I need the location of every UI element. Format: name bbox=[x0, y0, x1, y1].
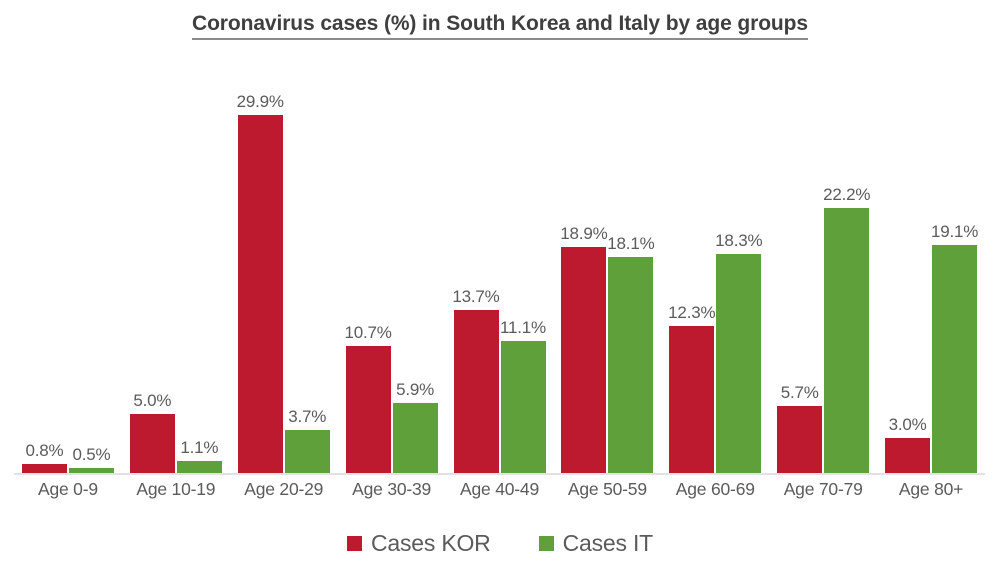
bar-value-label: 12.3% bbox=[668, 303, 716, 323]
bar-rect[interactable] bbox=[500, 340, 546, 474]
chart-legend: Cases KOR Cases IT bbox=[0, 530, 1000, 557]
category-label: Age 40-49 bbox=[460, 479, 539, 499]
legend-label: Cases KOR bbox=[370, 530, 491, 556]
bar-it[interactable]: 3.7% bbox=[284, 60, 330, 474]
bar-group: 5.0% 1.1% bbox=[122, 60, 230, 474]
legend-label: Cases IT bbox=[562, 530, 654, 556]
bar-group: 10.7% 5.9% bbox=[338, 60, 446, 474]
legend-swatch-icon bbox=[538, 536, 554, 551]
chart-title-text: Coronavirus cases (%) in South Korea and… bbox=[192, 12, 808, 40]
bar-value-label: 1.1% bbox=[180, 437, 219, 457]
bar-rect[interactable] bbox=[561, 247, 607, 474]
bar-rect[interactable] bbox=[392, 403, 438, 474]
bar-value-label: 5.0% bbox=[133, 391, 172, 410]
bar-group: 12.3% 18.3% bbox=[661, 60, 769, 474]
bar-group: 13.7% 11.1% bbox=[446, 60, 554, 474]
bar-value-label: 19.1% bbox=[930, 221, 979, 241]
category-label: Age 10-19 bbox=[136, 479, 216, 499]
bar-value-label: 10.7% bbox=[344, 322, 392, 342]
bar-kor[interactable]: 12.3% bbox=[668, 60, 716, 474]
bar-value-label: 18.9% bbox=[560, 224, 608, 244]
bar-it[interactable]: 5.9% bbox=[392, 60, 438, 474]
bar-rect[interactable] bbox=[21, 464, 67, 474]
bar-value-label: 0.5% bbox=[72, 445, 111, 464]
bar-kor[interactable]: 0.8% bbox=[21, 60, 67, 474]
category-label: Age 80+ bbox=[898, 479, 964, 499]
bar-rect[interactable] bbox=[885, 438, 931, 474]
bar-it[interactable]: 22.2% bbox=[823, 60, 871, 474]
category-label: Age 20-29 bbox=[244, 479, 324, 499]
bar-rect[interactable] bbox=[284, 429, 330, 474]
category-axis: Age 0-9 Age 10-19 Age 20-29 Age 30-39 Age 40… bbox=[14, 479, 985, 500]
bar-rect[interactable] bbox=[824, 207, 870, 474]
bar-rect[interactable] bbox=[777, 405, 823, 474]
bar-group: 0.8% 0.5% bbox=[14, 60, 122, 474]
bar-value-label: 3.0% bbox=[888, 415, 927, 434]
bar-kor[interactable]: 13.7% bbox=[452, 60, 500, 474]
bar-it[interactable]: 0.5% bbox=[68, 60, 114, 474]
bar-rect[interactable] bbox=[669, 326, 715, 474]
bar-value-label: 5.7% bbox=[780, 382, 819, 402]
bar-group: 18.9% 18.1% bbox=[553, 60, 661, 474]
bar-rect[interactable] bbox=[129, 414, 175, 474]
bar-group: 3.0% 19.1% bbox=[877, 60, 985, 474]
bar-groups: 0.8% 0.5% 5.0% 1.1% 29.9% 3.7% 10.7% 5.9% 13.7% 1… bbox=[14, 60, 985, 474]
legend-swatch-icon bbox=[346, 536, 362, 551]
bar-it[interactable]: 18.1% bbox=[607, 60, 655, 474]
bar-rect[interactable] bbox=[176, 460, 222, 474]
plot-area: 0.8% 0.5% 5.0% 1.1% 29.9% 3.7% 10.7% 5.9% 13.7% 1… bbox=[0, 60, 1000, 475]
bar-value-label: 3.7% bbox=[288, 406, 327, 426]
bar-rect[interactable] bbox=[932, 244, 978, 474]
bar-group: 29.9% 3.7% bbox=[230, 60, 338, 474]
bar-kor[interactable]: 3.0% bbox=[885, 60, 931, 474]
bar-kor[interactable]: 18.9% bbox=[560, 60, 608, 474]
legend-item[interactable]: Cases KOR bbox=[346, 530, 491, 557]
bar-kor[interactable]: 10.7% bbox=[344, 60, 392, 474]
bar-value-label: 29.9% bbox=[236, 92, 284, 112]
x-axis-line bbox=[14, 473, 985, 475]
bar-value-label: 5.9% bbox=[396, 380, 435, 400]
bar-it[interactable]: 11.1% bbox=[500, 60, 546, 474]
legend-item[interactable]: Cases IT bbox=[538, 530, 654, 557]
bar-rect[interactable] bbox=[716, 254, 762, 474]
bar-rect[interactable] bbox=[345, 345, 391, 474]
category-label: Age 60-69 bbox=[675, 479, 755, 499]
category-label: Age 50-59 bbox=[567, 479, 647, 499]
category-label: Age 70-79 bbox=[783, 479, 863, 499]
bar-it[interactable]: 18.3% bbox=[715, 60, 763, 474]
bar-value-label: 11.1% bbox=[500, 317, 546, 337]
bar-kor[interactable]: 5.7% bbox=[777, 60, 823, 474]
bar-kor[interactable]: 29.9% bbox=[236, 60, 284, 474]
bar-value-label: 13.7% bbox=[452, 286, 500, 306]
bar-value-label: 0.8% bbox=[25, 441, 64, 461]
chart-title: Coronavirus cases (%) in South Korea and… bbox=[0, 12, 1000, 40]
category-label: Age 30-39 bbox=[352, 479, 432, 499]
bar-it[interactable]: 1.1% bbox=[176, 60, 222, 474]
bar-rect[interactable] bbox=[608, 256, 654, 474]
bar-value-label: 18.1% bbox=[607, 233, 655, 253]
bar-value-label: 22.2% bbox=[823, 184, 871, 204]
bar-it[interactable]: 19.1% bbox=[930, 60, 979, 474]
bar-rect[interactable] bbox=[453, 309, 499, 474]
category-label: Age 0-9 bbox=[37, 479, 98, 499]
bar-value-label: 18.3% bbox=[715, 231, 763, 251]
bar-kor[interactable]: 5.0% bbox=[129, 60, 175, 474]
bar-rect[interactable] bbox=[237, 115, 283, 474]
bar-rect[interactable] bbox=[68, 468, 114, 474]
bar-group: 5.7% 22.2% bbox=[769, 60, 877, 474]
